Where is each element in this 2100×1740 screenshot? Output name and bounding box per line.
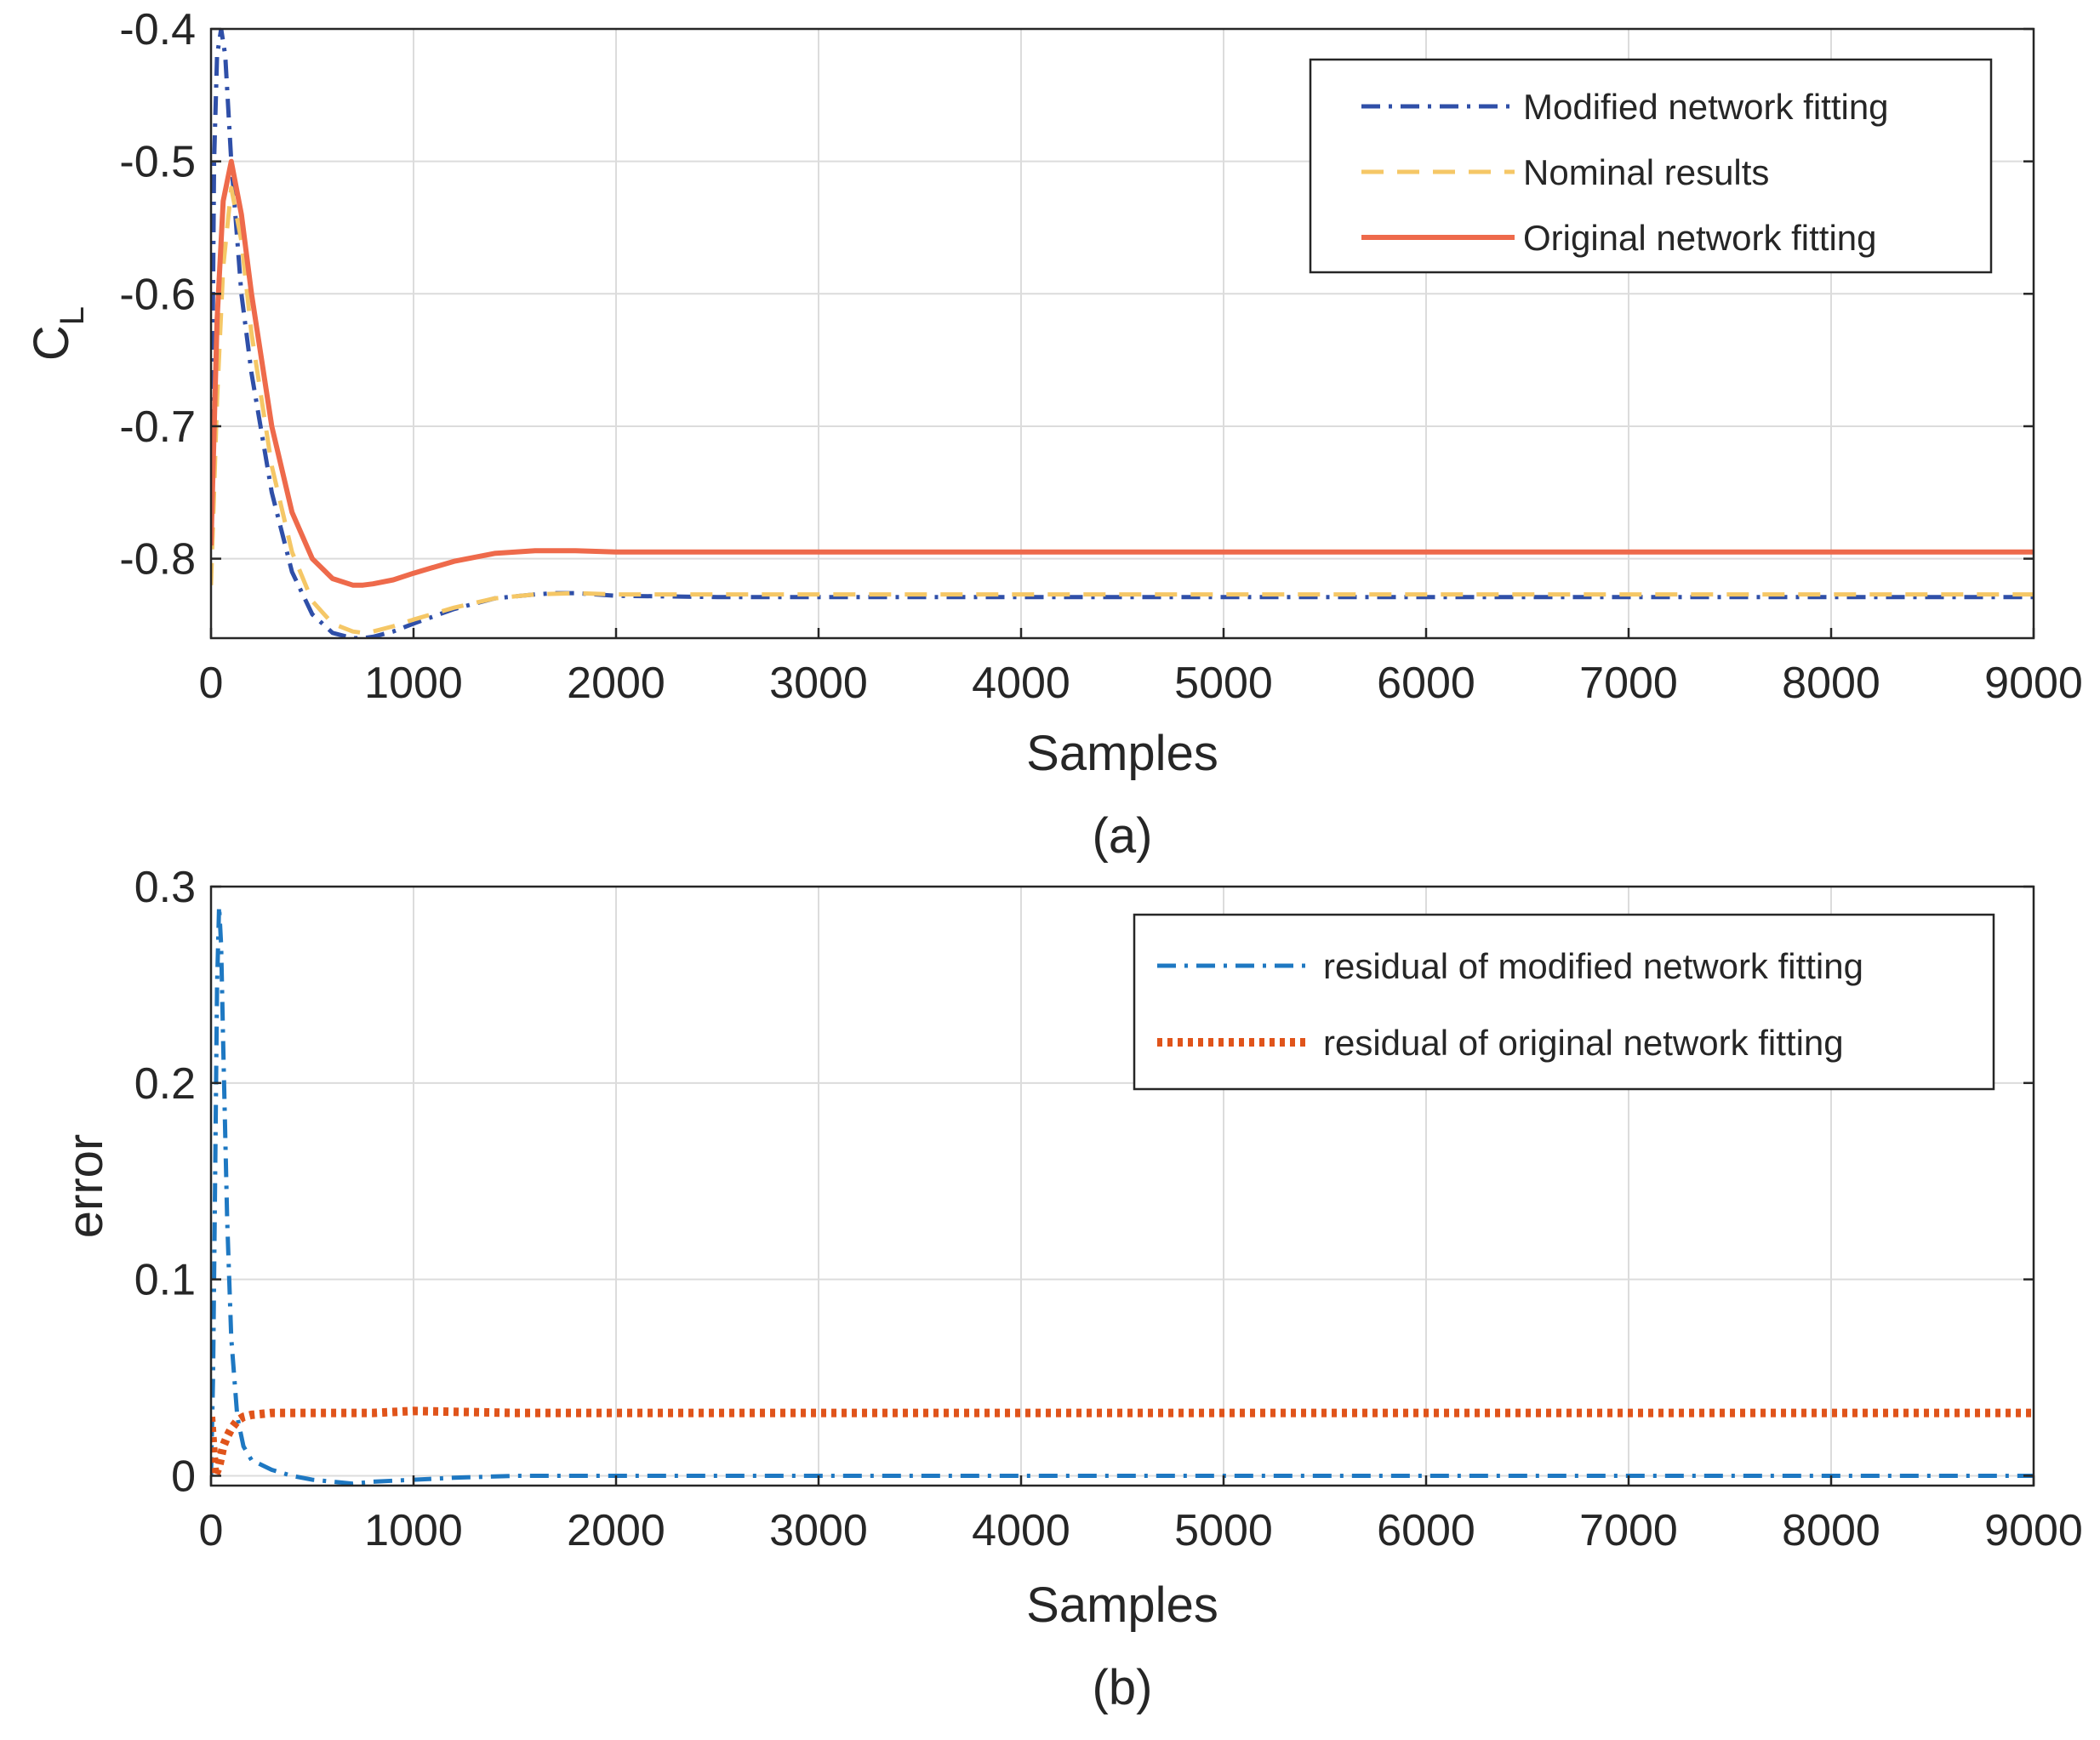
legend-label-b-0: residual of modified network fitting <box>1323 946 1863 986</box>
series-line-b-0 <box>211 904 2034 1486</box>
y-tick-label: 0.1 <box>134 1256 196 1305</box>
x-tick-label: 6000 <box>1377 659 1475 708</box>
x-tick-label: 0 <box>199 1506 224 1555</box>
caption-a: (a) <box>1093 808 1153 864</box>
series-line-a-1 <box>211 185 2034 636</box>
series-group-a <box>211 29 2034 638</box>
x-tick-label: 4000 <box>972 1506 1070 1555</box>
y-tick-label: -0.8 <box>119 535 196 585</box>
x-axis-label-a: Samples <box>1026 726 1218 781</box>
x-tick-label: 3000 <box>769 659 868 708</box>
x-tick-label: 0 <box>199 659 224 708</box>
svg-text:CL: CL <box>24 306 91 361</box>
y-tick-label: -0.4 <box>119 5 196 54</box>
x-axis-label-b: Samples <box>1026 1577 1218 1633</box>
y-tick-label: -0.7 <box>119 402 196 452</box>
series-line-b-1 <box>211 1406 2034 1480</box>
x-tick-label: 4000 <box>972 659 1070 708</box>
x-tick-label: 7000 <box>1579 1506 1678 1555</box>
x-tick-label: 6000 <box>1377 1506 1475 1555</box>
x-tick-label: 8000 <box>1782 1506 1880 1555</box>
caption-b: (b) <box>1093 1660 1153 1715</box>
x-tick-label: 5000 <box>1174 1506 1273 1555</box>
xticks-a: 0 1000 2000 3000 4000 5000 6000 7000 8000 9000 <box>199 628 2083 708</box>
legend-box-b <box>1133 913 1995 1091</box>
x-tick-label: 1000 <box>364 1506 463 1555</box>
yticks-a: -0.4 -0.5 -0.6 -0.7 -0.8 <box>119 5 2034 585</box>
y-tick-label: 0.2 <box>134 1059 196 1109</box>
x-tick-label: 9000 <box>1984 659 2083 708</box>
y-tick-label: 0 <box>171 1452 196 1501</box>
x-tick-label: 5000 <box>1174 659 1273 708</box>
legend-a: Modified network fitting Nominal results O… <box>1309 58 1993 274</box>
legend-label-a-0: Modified network fitting <box>1523 87 1889 127</box>
chart-panel-b: 0 1000 2000 3000 4000 5000 6000 7000 8000 9000 00… <box>58 863 2083 1715</box>
x-tick-label: 1000 <box>364 659 463 708</box>
x-tick-label: 2000 <box>567 659 665 708</box>
yticks-b: 0 0.1 0.2 0.3 <box>134 863 2034 1501</box>
y-axis-label-a: CL <box>24 306 91 361</box>
legend-entries-b: residual of modified network fitting resi… <box>1157 946 1863 1063</box>
svg-text:error: error <box>58 1134 113 1238</box>
xticks-b: 0 1000 2000 3000 4000 5000 6000 7000 8000 9000 <box>199 1475 2083 1555</box>
y-tick-label: 0.3 <box>134 863 196 912</box>
chart-panel-a: 0 1000 2000 3000 4000 5000 6000 7000 8000 9000 -0… <box>24 5 2083 864</box>
legend-label-a-2: Original network fitting <box>1523 218 1877 258</box>
legend-entries-a: Modified network fitting Nominal results O… <box>1361 87 1889 258</box>
series-group-b <box>211 904 2034 1486</box>
x-tick-label: 8000 <box>1782 659 1880 708</box>
series-line-a-2 <box>211 158 2034 588</box>
legend-b: residual of modified network fitting resi… <box>1133 913 1995 1091</box>
y-axis-label-b: error <box>58 1134 113 1238</box>
x-tick-label: 7000 <box>1579 659 1678 708</box>
y-tick-label: -0.5 <box>119 138 196 187</box>
legend-label-b-1: residual of original network fitting <box>1323 1023 1844 1063</box>
axes-frame-b <box>209 885 2035 1487</box>
axes-frame-a <box>209 27 2035 640</box>
x-tick-label: 3000 <box>769 1506 868 1555</box>
x-tick-label: 2000 <box>567 1506 665 1555</box>
y-tick-label: -0.6 <box>119 270 196 319</box>
x-tick-label: 9000 <box>1984 1506 2083 1555</box>
legend-label-a-1: Nominal results <box>1523 152 1769 192</box>
